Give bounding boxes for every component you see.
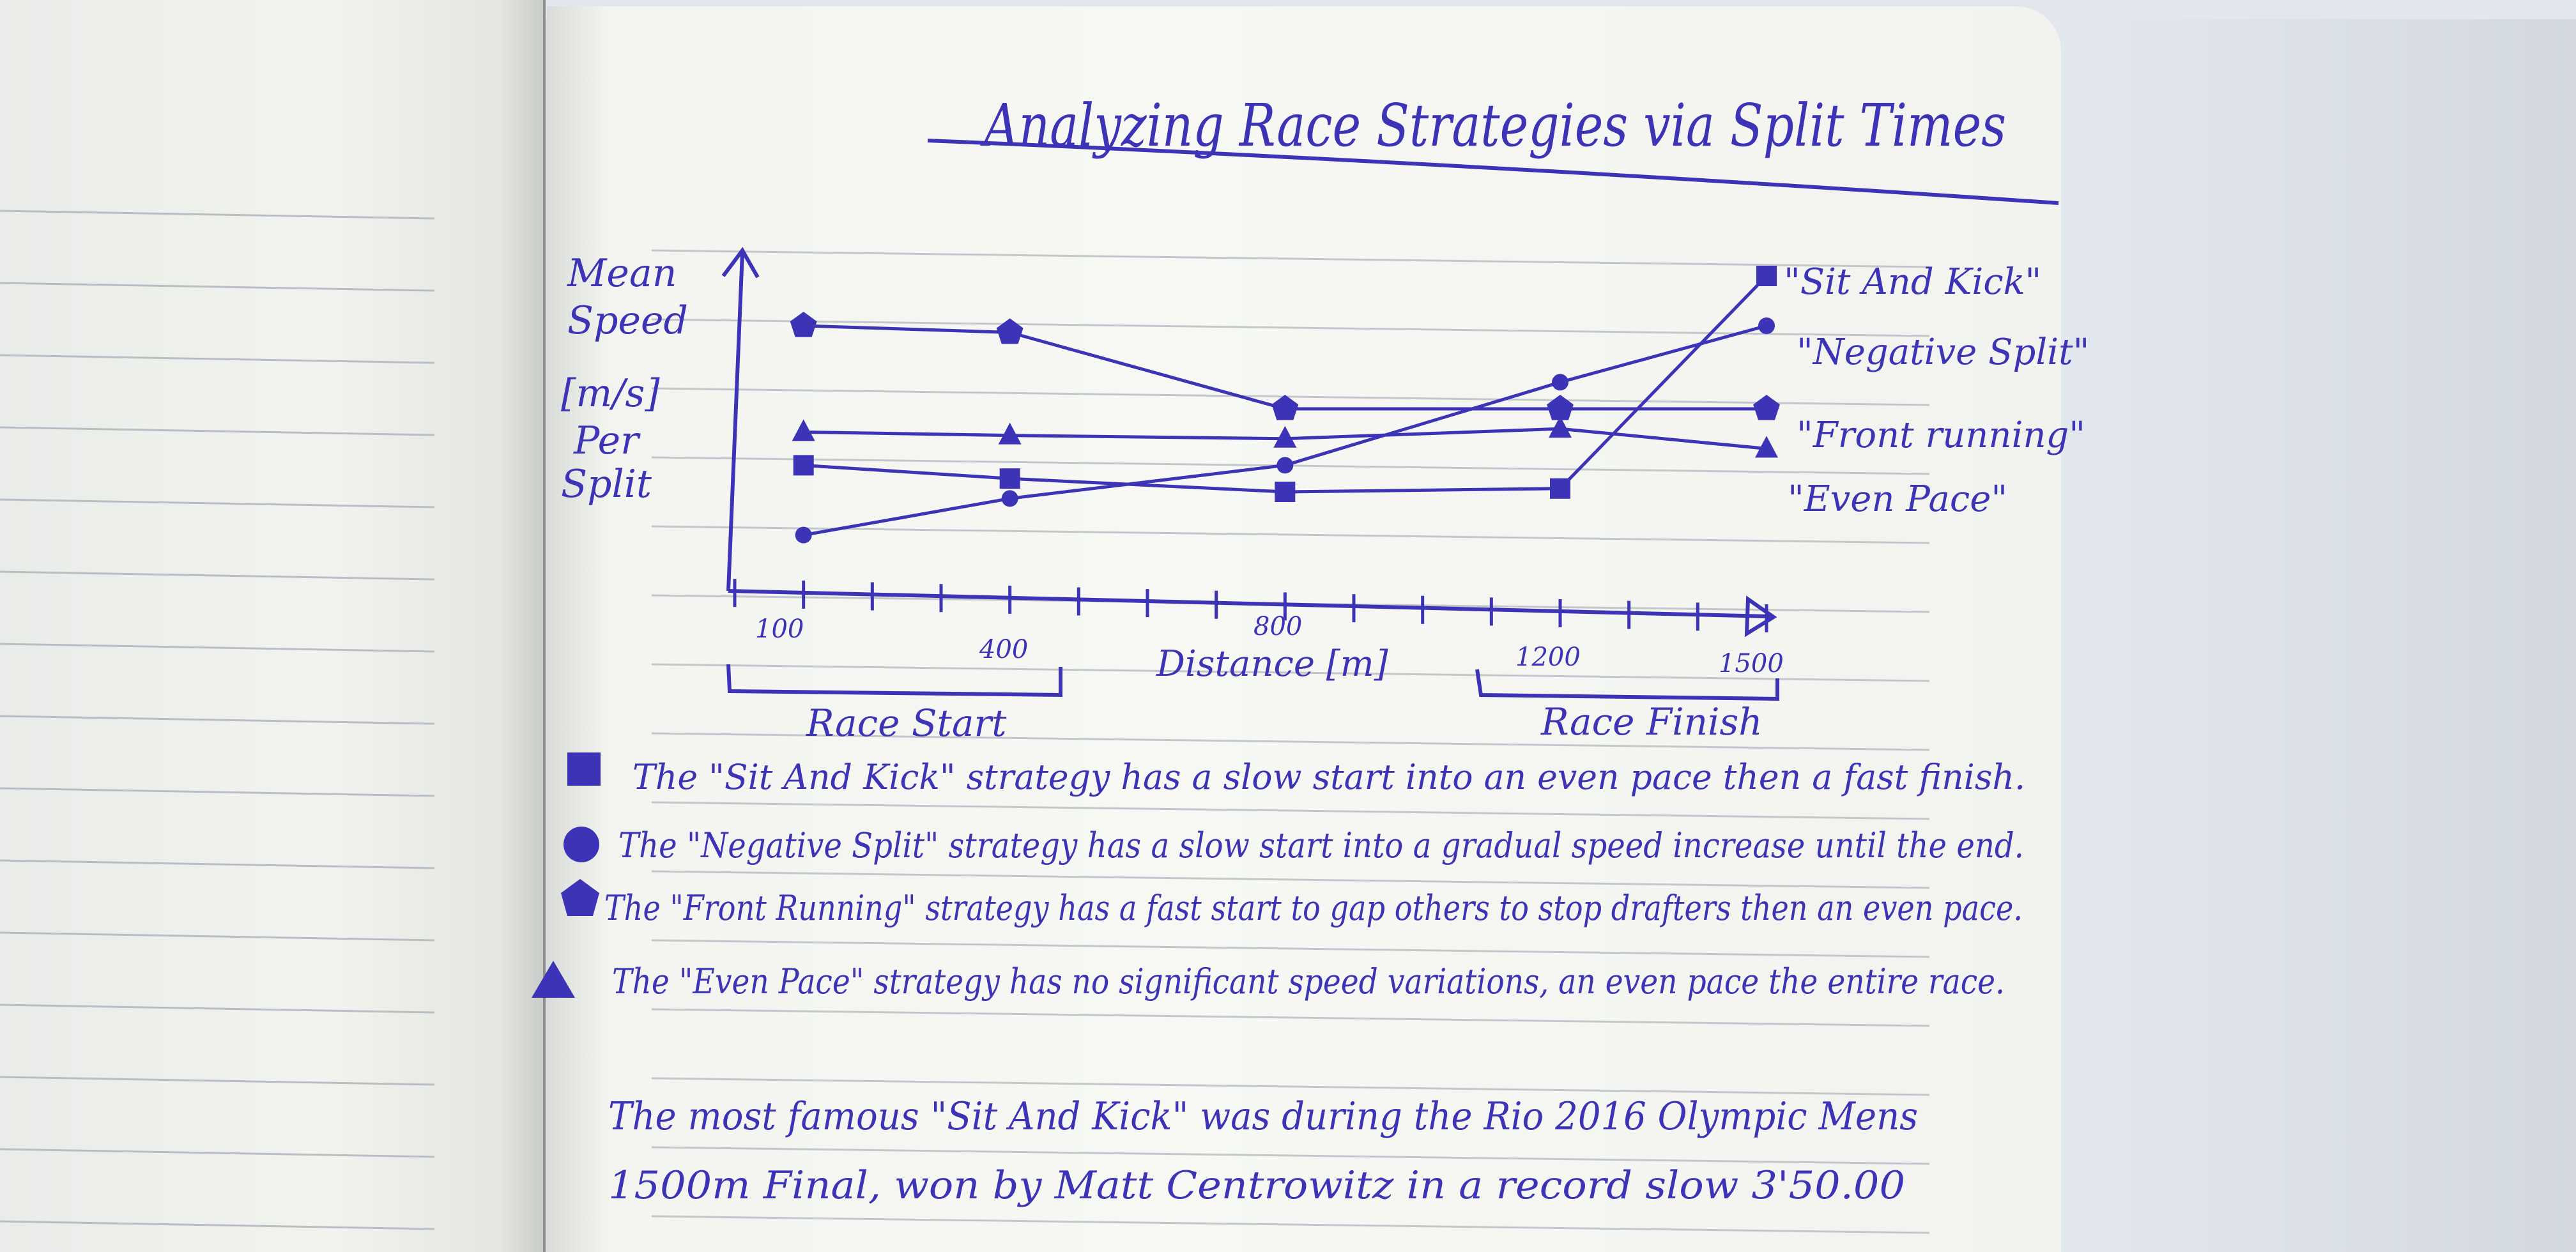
right-rule-line — [651, 1077, 1930, 1096]
negative-split-marker — [1552, 374, 1568, 391]
right-rule-line — [651, 1215, 1930, 1234]
footer-line-2: 1500m Final, won by Matt Centrowitz in a… — [608, 1163, 1905, 1208]
right-rule-line — [651, 870, 1930, 889]
even-pace-marker — [998, 422, 1022, 445]
y-axis-label-per: Per — [573, 418, 641, 463]
negative-split-marker — [795, 526, 812, 544]
footer-text: The most famous "Sit And Kick" was durin… — [608, 1094, 1918, 1208]
right-rule-line — [651, 1146, 1930, 1165]
y-axis — [721, 247, 760, 592]
series-front-running — [790, 312, 1780, 420]
series-layer — [790, 266, 1780, 544]
right-rule-line — [651, 1008, 1930, 1027]
right-rule-line — [651, 387, 1930, 406]
race-finish-label: Race Finish — [1540, 700, 1763, 744]
legend-sit-and-kick: "Sit And Kick" — [1784, 261, 2041, 303]
legend-front-running: "Front running" — [1797, 415, 2085, 456]
sit-and-kick-marker — [793, 455, 814, 476]
left-rule-line — [0, 643, 435, 653]
left-rule-line — [0, 1148, 435, 1158]
left-rule-line — [0, 426, 435, 436]
front-running-marker — [1547, 395, 1574, 420]
sit-and-kick-marker — [1550, 478, 1570, 499]
y-axis-label: Mean Speed [m/s] Per Split — [561, 251, 688, 507]
note-even-pace: The "Even Pace" strategy has no signific… — [612, 961, 2005, 1002]
left-rule-line — [0, 931, 435, 942]
left-rule-line — [0, 787, 435, 797]
square-bullet-icon — [567, 752, 601, 786]
race-start-label: Race Start — [806, 701, 1007, 745]
x-tick-label: 800 — [1254, 612, 1302, 641]
page-title: Analyzing Race Strategies via Split Time… — [979, 91, 2006, 160]
x-tick-label: 1200 — [1515, 643, 1581, 672]
even-pace-marker — [1755, 436, 1778, 458]
left-rule-line — [0, 715, 435, 725]
y-axis-label-speed: Speed — [567, 298, 688, 343]
pentagon-bullet-icon — [561, 879, 599, 916]
sit-and-kick-marker — [1275, 482, 1296, 502]
legend: "Sit And Kick" "Negative Split" "Front r… — [1784, 261, 2089, 520]
right-rule-line — [651, 939, 1930, 958]
note-sit-and-kick: The "Sit And Kick" strategy has a slow s… — [632, 757, 2025, 797]
title-underline — [927, 139, 2059, 205]
negative-split-marker — [1001, 490, 1018, 507]
left-rule-line — [0, 282, 435, 292]
x-tick-labels: 100 400 800 1200 1500 — [755, 612, 1784, 678]
y-axis-label-split: Split — [561, 462, 652, 507]
y-axis-label-unit: [m/s] — [561, 371, 660, 416]
left-rule-line — [0, 354, 435, 364]
triangle-bullet-icon — [532, 961, 575, 998]
right-rule-line — [651, 525, 1930, 544]
y-axis-label-mean: Mean — [567, 251, 677, 296]
circle-bullet-icon — [564, 827, 599, 862]
x-tick-label: 100 — [755, 615, 804, 644]
right-rule-line — [651, 801, 1930, 820]
chart: Mean Speed [m/s] Per Split 100 400 800 1… — [561, 247, 2089, 745]
note-negative-split: The "Negative Split" strategy has a slow… — [618, 825, 2024, 866]
left-rule-line — [0, 1220, 435, 1230]
front-running-marker — [1271, 395, 1299, 420]
even-pace-marker — [1549, 416, 1572, 438]
x-axis-ticks — [733, 579, 1768, 632]
front-running-marker — [1753, 395, 1780, 420]
negative-split-marker — [1276, 457, 1294, 474]
legend-negative-split: "Negative Split" — [1797, 332, 2089, 373]
footer-line-1: The most famous "Sit And Kick" was durin… — [608, 1094, 1918, 1139]
right-rule-line — [651, 318, 1930, 337]
negative-split-marker — [1758, 317, 1775, 334]
note-front-running: The "Front Running" strategy has a fast … — [604, 888, 2023, 928]
front-running-marker — [996, 318, 1023, 344]
left-rule-line — [0, 1004, 435, 1014]
legend-even-pace: "Even Pace" — [1788, 478, 2007, 520]
race-finish-bracket: Race Finish — [1475, 669, 1779, 744]
right-rule-line — [651, 663, 1930, 682]
left-rule-line — [0, 859, 435, 869]
race-start-bracket: Race Start — [726, 664, 1062, 745]
x-tick-label: 400 — [979, 635, 1028, 664]
right-page-rules — [651, 249, 1930, 1234]
sit-and-kick-marker — [1756, 266, 1777, 286]
even-pace-marker — [1273, 425, 1297, 448]
sit-and-kick-marker — [999, 468, 1020, 489]
x-tick-label: 1500 — [1719, 649, 1784, 678]
left-page-rules — [0, 210, 435, 1230]
even-pace-marker — [792, 419, 815, 441]
desk-background — [2019, 0, 2576, 1252]
series-even-pace — [792, 416, 1778, 458]
series-sit-and-kick — [793, 266, 1777, 502]
x-axis — [728, 589, 1777, 637]
left-rule-line — [0, 498, 435, 508]
left-notebook-page — [0, 0, 546, 1252]
strategy-notes: The "Sit And Kick" strategy has a slow s… — [532, 752, 2025, 1002]
right-notebook-page — [547, 6, 2061, 1252]
left-rule-line — [0, 570, 435, 581]
left-rule-line — [0, 1076, 435, 1086]
front-running-marker — [790, 312, 817, 337]
series-negative-split — [795, 317, 1775, 544]
left-rule-line — [0, 210, 435, 220]
x-axis-label: Distance [m] — [1156, 643, 1388, 685]
right-rule-line — [651, 249, 1930, 268]
right-rule-line — [651, 732, 1930, 751]
